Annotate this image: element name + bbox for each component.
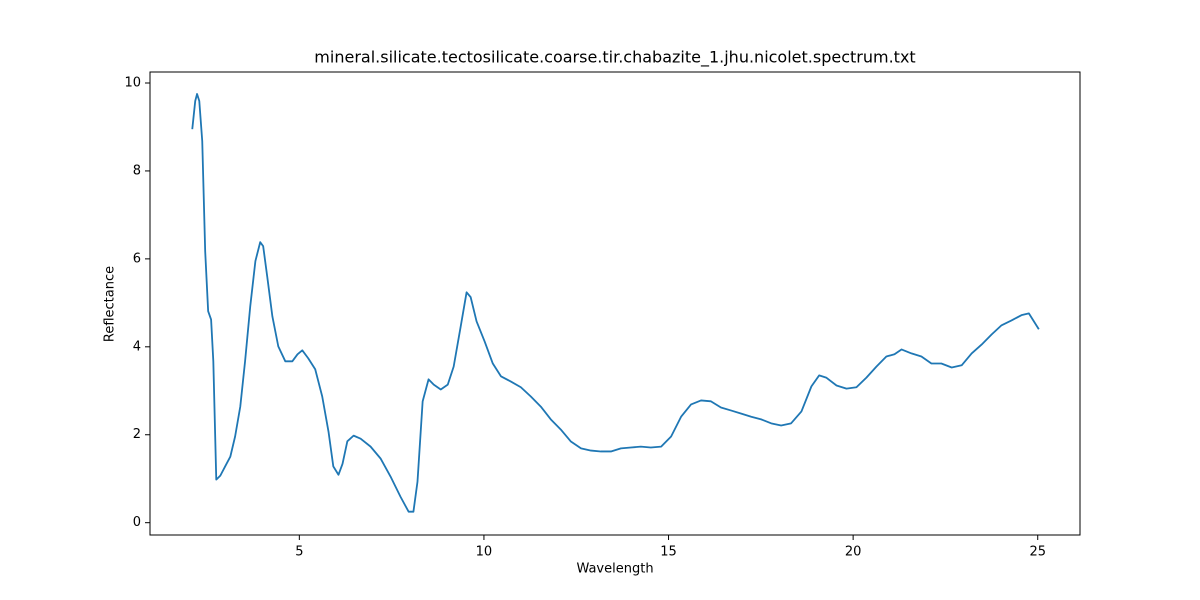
x-tick-label: 15 [660,545,677,560]
y-tick-label: 10 [124,75,141,90]
chart-title: mineral.silicate.tectosilicate.coarse.ti… [314,48,915,68]
x-tick-label: 25 [1029,545,1046,560]
y-axis-label: Reflectance [103,266,118,342]
plot-frame [149,71,1081,536]
y-tick-label: 2 [133,427,141,442]
y-tick-label: 6 [133,251,141,266]
x-axis-label: Wavelength [576,562,653,577]
x-tick-label: 20 [845,545,862,560]
y-tick-label: 4 [133,339,141,354]
x-tick-label: 10 [476,545,493,560]
x-tick-label: 5 [295,545,303,560]
y-tick-label: 0 [133,515,141,530]
data-line [191,93,1040,513]
y-tick-label: 8 [133,163,141,178]
